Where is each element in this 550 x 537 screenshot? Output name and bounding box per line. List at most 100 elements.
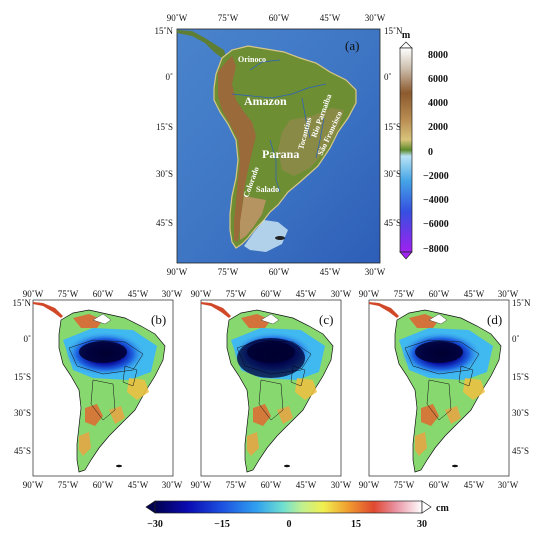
lon-tick: 30˚W [331, 289, 352, 299]
lon-tick: 75˚W [58, 480, 79, 490]
patagonia-land [240, 196, 266, 240]
lon-tick: 45˚W [464, 289, 485, 299]
lat-tick: 15˚N [155, 26, 174, 36]
lon-tick: 90˚W [359, 480, 380, 490]
panel-c-ticks: 90˚W 75˚W 60˚W 45˚W 30˚W 90˚W 75˚W 60˚W … [191, 289, 352, 490]
panel-a-lon-ticks-bottom: 90˚W 75˚W 60˚W 45˚W 30˚W [167, 267, 386, 277]
lon-tick: 75˚W [218, 13, 239, 23]
lon-tick: 30˚W [331, 480, 352, 490]
lon-tick: 45˚W [464, 480, 485, 490]
cm-tick: 30 [417, 519, 427, 530]
lat-tick: 45˚S [156, 218, 173, 228]
lon-tick: 60˚W [269, 267, 290, 277]
panel-d-ticks: 90˚W 75˚W 60˚W 45˚W 30˚W 90˚W 75˚W 60˚W … [359, 289, 531, 490]
lat-tick: 15˚S [14, 372, 31, 382]
water-storage-maps: (b) (c) (d) 90˚W 75˚W 60˚W 45˚W 30˚W 90˚… [13, 289, 531, 530]
lon-tick: 45˚W [296, 480, 317, 490]
elev-tick: 2000 [428, 122, 448, 133]
panel-label-d: (d) [487, 312, 502, 327]
lat-tick: 15˚S [384, 122, 401, 132]
river-label-orinoco: Orinoco [238, 55, 266, 64]
lon-tick: 60˚W [261, 480, 282, 490]
continental-shelf [244, 220, 288, 252]
lon-tick: 75˚W [58, 289, 79, 299]
lon-tick: 75˚W [218, 267, 239, 277]
andes-highlands [218, 56, 256, 242]
lon-tick: 75˚W [226, 480, 247, 490]
lon-tick: 90˚W [167, 267, 188, 277]
cm-tick: −15 [214, 519, 230, 530]
elev-tick: −8000 [423, 244, 449, 255]
topography-map-panel: Orinoco Amazon Tocantins Rio Parnaiba Sã… [155, 13, 449, 277]
lat-tick: 30˚S [156, 169, 173, 179]
panel-label-c: (c) [319, 312, 333, 327]
elev-tick: −6000 [423, 219, 449, 230]
lat-tick: 45˚S [512, 446, 529, 456]
central-america-land [177, 30, 226, 58]
elev-tick: 6000 [428, 74, 448, 85]
panel-label-a: (a) [345, 38, 359, 53]
lat-tick: 0˚ [24, 334, 32, 344]
lon-tick: 45˚W [128, 480, 149, 490]
cm-tick: 0 [287, 519, 292, 530]
panel-a-lon-ticks-top: 90˚W 75˚W 60˚W 45˚W 30˚W [167, 13, 386, 23]
lon-tick: 45˚W [320, 267, 341, 277]
panel-b-ticks: 90˚W 75˚W 60˚W 45˚W 30˚W 90˚W 75˚W 60˚W … [13, 289, 183, 490]
change-colorbar: cm −30 −15 0 15 30 [145, 500, 449, 530]
elev-tick: −4000 [423, 195, 449, 206]
lon-tick: 45˚W [320, 13, 341, 23]
lon-tick: 30˚W [365, 267, 386, 277]
lon-tick: 30˚W [498, 480, 519, 490]
lon-tick: 90˚W [167, 13, 188, 23]
lat-tick: 30˚S [384, 169, 401, 179]
lon-tick: 90˚W [23, 289, 44, 299]
lon-tick: 60˚W [269, 13, 290, 23]
panel-a-lat-ticks-left: 15˚N 0˚ 15˚S 30˚S 45˚S [155, 26, 174, 228]
river-label-parana: Parana [262, 147, 299, 161]
lon-tick: 45˚W [128, 289, 149, 299]
lat-tick: 0˚ [166, 72, 174, 82]
lon-tick: 60˚W [429, 480, 450, 490]
panel-a-lat-ticks-right: 15˚N 0˚ 15˚S 30˚S 45˚S [384, 26, 403, 228]
falkland-islands [275, 236, 285, 240]
lat-tick: 15˚N [512, 298, 531, 308]
lat-tick: 45˚S [14, 446, 31, 456]
cm-tick: −30 [147, 519, 163, 530]
map-panel-b: (b) [32, 299, 174, 477]
cm-tick: 15 [351, 519, 361, 530]
lat-tick: 0˚ [512, 334, 520, 344]
river-label-amazon: Amazon [244, 94, 287, 108]
map-panel-d: (d) [368, 299, 510, 477]
elev-tick: 8000 [428, 50, 448, 61]
lat-tick: 15˚N [13, 298, 32, 308]
lon-tick: 90˚W [359, 289, 380, 299]
brazilian-highlands [278, 108, 344, 176]
lon-tick: 45˚W [296, 289, 317, 299]
lon-tick: 75˚W [394, 289, 415, 299]
lon-tick: 30˚W [162, 480, 183, 490]
elevation-colorbar-unit: m [402, 30, 411, 41]
elev-tick: 0 [428, 147, 433, 158]
lon-tick: 30˚W [498, 289, 519, 299]
lon-tick: 30˚W [162, 289, 183, 299]
lon-tick: 60˚W [429, 289, 450, 299]
elev-tick: −2000 [423, 171, 449, 182]
lon-tick: 90˚W [23, 480, 44, 490]
river-label-salado: Salado [256, 185, 279, 194]
lon-tick: 60˚W [261, 289, 282, 299]
lat-tick: 15˚S [512, 372, 529, 382]
river-network [231, 59, 327, 193]
lat-tick: 30˚S [512, 408, 529, 418]
elev-tick: 4000 [428, 98, 448, 109]
change-colorbar-unit: cm [436, 503, 449, 514]
lon-tick: 75˚W [394, 480, 415, 490]
lat-tick: 30˚S [14, 408, 31, 418]
lat-tick: 15˚S [156, 122, 173, 132]
lon-tick: 90˚W [191, 289, 212, 299]
lat-tick: 0˚ [384, 72, 392, 82]
map-panel-c: (c) [200, 299, 342, 477]
lon-tick: 30˚W [365, 13, 386, 23]
lon-tick: 60˚W [93, 480, 114, 490]
lat-tick: 45˚S [384, 218, 401, 228]
lon-tick: 90˚W [191, 480, 212, 490]
